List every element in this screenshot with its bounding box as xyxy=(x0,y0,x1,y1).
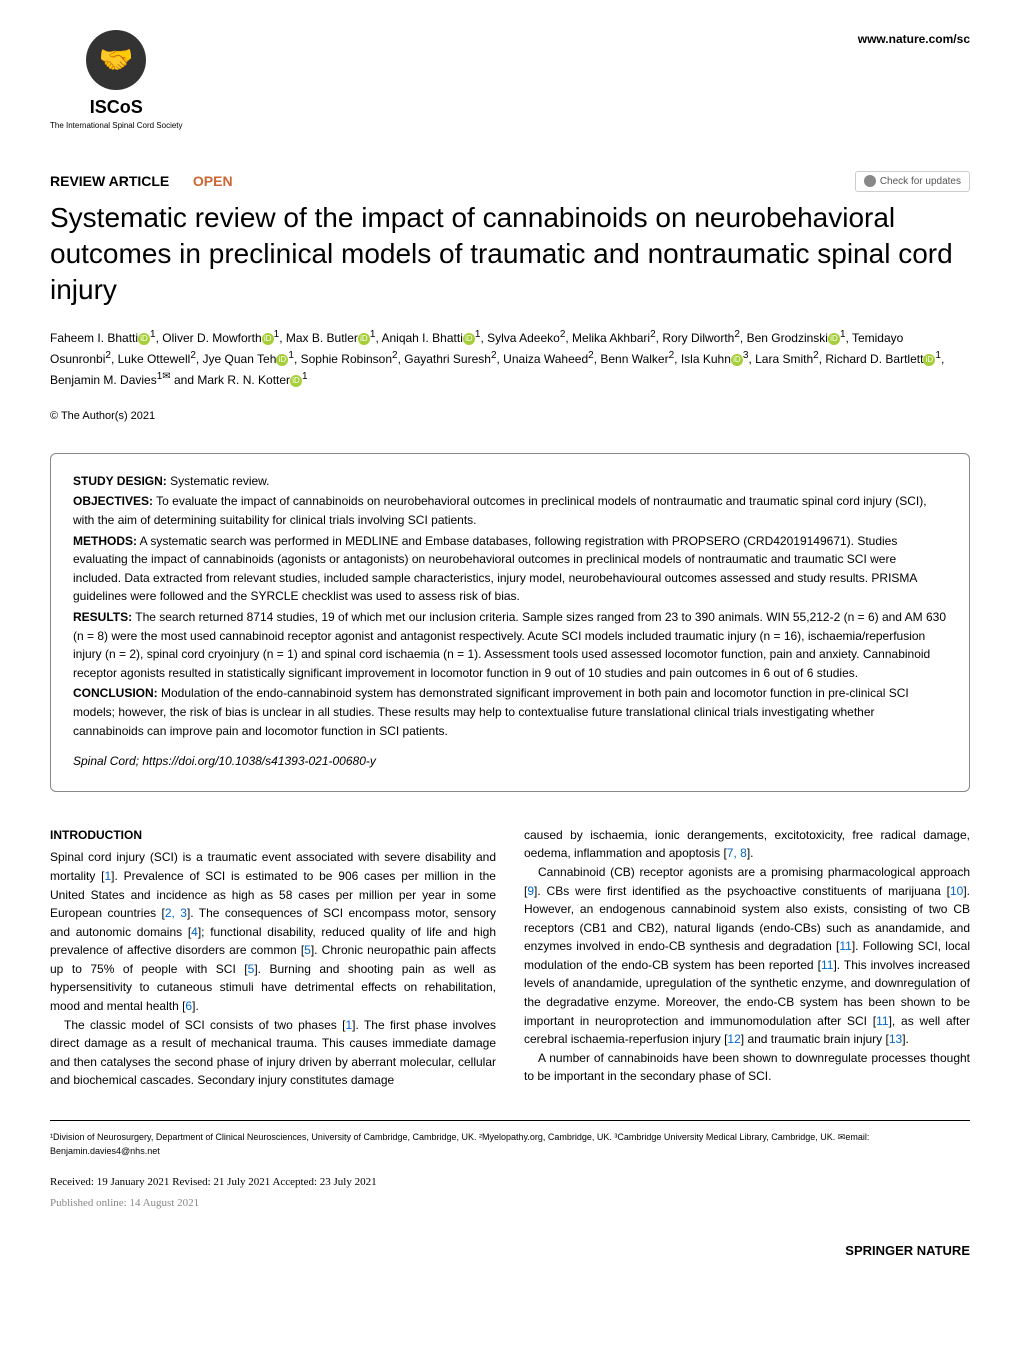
check-updates-label: Check for updates xyxy=(880,174,961,189)
revised-date: Revised: 21 July 2021 xyxy=(172,1176,270,1188)
intro-para-2: The classic model of SCI consists of two… xyxy=(50,1016,496,1090)
check-updates-icon xyxy=(864,175,876,187)
author-list: Faheem I. BhattiiD1, Oliver D. Mowforthi… xyxy=(50,327,970,391)
affiliations: ¹Division of Neurosurgery, Department of… xyxy=(50,1131,970,1158)
methods-label: METHODS: xyxy=(73,534,137,548)
conclusion-label: CONCLUSION: xyxy=(73,686,158,700)
header: 🤝 ISCoS The International Spinal Cord So… xyxy=(50,30,970,131)
abstract-box: STUDY DESIGN: Systematic review. OBJECTI… xyxy=(50,453,970,792)
intro-para-3: caused by ischaemia, ionic derangements,… xyxy=(524,826,970,863)
objectives-text: To evaluate the impact of cannabinoids o… xyxy=(73,494,927,527)
objectives-label: OBJECTIVES: xyxy=(73,494,153,508)
check-updates-button[interactable]: Check for updates xyxy=(855,171,970,192)
methods-text: A systematic search was performed in MED… xyxy=(73,534,917,604)
doi-link[interactable]: https://doi.org/10.1038/s41393-021-00680… xyxy=(142,754,376,768)
study-design-label: STUDY DESIGN: xyxy=(73,474,167,488)
journal-name: Spinal Cord xyxy=(73,754,136,768)
logo-icon: 🤝 xyxy=(86,30,146,90)
study-design-text: Systematic review. xyxy=(170,474,269,488)
article-type-row: REVIEW ARTICLE OPEN Check for updates xyxy=(50,171,970,192)
published-online: Published online: 14 August 2021 xyxy=(50,1195,970,1212)
article-type-block: REVIEW ARTICLE OPEN xyxy=(50,171,233,192)
column-left: INTRODUCTION Spinal cord injury (SCI) is… xyxy=(50,826,496,1090)
copyright-notice: © The Author(s) 2021 xyxy=(50,408,970,425)
introduction-heading: INTRODUCTION xyxy=(50,826,496,845)
journal-logo: 🤝 ISCoS The International Spinal Cord So… xyxy=(50,30,183,131)
column-right: caused by ischaemia, ionic derangements,… xyxy=(524,826,970,1090)
doi-line: Spinal Cord; https://doi.org/10.1038/s41… xyxy=(73,752,947,771)
conclusion-text: Modulation of the endo-cannabinoid syste… xyxy=(73,686,909,737)
open-access-label: OPEN xyxy=(193,173,233,189)
intro-para-5: A number of cannabinoids have been shown… xyxy=(524,1049,970,1086)
accepted-date: Accepted: 23 July 2021 xyxy=(272,1176,376,1188)
logo-main-text: ISCoS xyxy=(90,94,143,121)
results-label: RESULTS: xyxy=(73,610,132,624)
publisher-brand: SPRINGER NATURE xyxy=(50,1241,970,1261)
received-date: Received: 19 January 2021 xyxy=(50,1176,169,1188)
journal-url[interactable]: www.nature.com/sc xyxy=(858,30,970,48)
logo-sub-text: The International Spinal Cord Society xyxy=(50,121,183,131)
body-columns: INTRODUCTION Spinal cord injury (SCI) is… xyxy=(50,826,970,1090)
divider xyxy=(50,1120,970,1121)
date-line: Received: 19 January 2021 Revised: 21 Ju… xyxy=(50,1174,970,1191)
intro-para-4: Cannabinoid (CB) receptor agonists are a… xyxy=(524,863,970,1049)
results-text: The search returned 8714 studies, 19 of … xyxy=(73,610,946,680)
intro-para-1: Spinal cord injury (SCI) is a traumatic … xyxy=(50,848,496,1015)
article-type-label: REVIEW ARTICLE xyxy=(50,173,169,189)
article-title: Systematic review of the impact of canna… xyxy=(50,200,970,309)
